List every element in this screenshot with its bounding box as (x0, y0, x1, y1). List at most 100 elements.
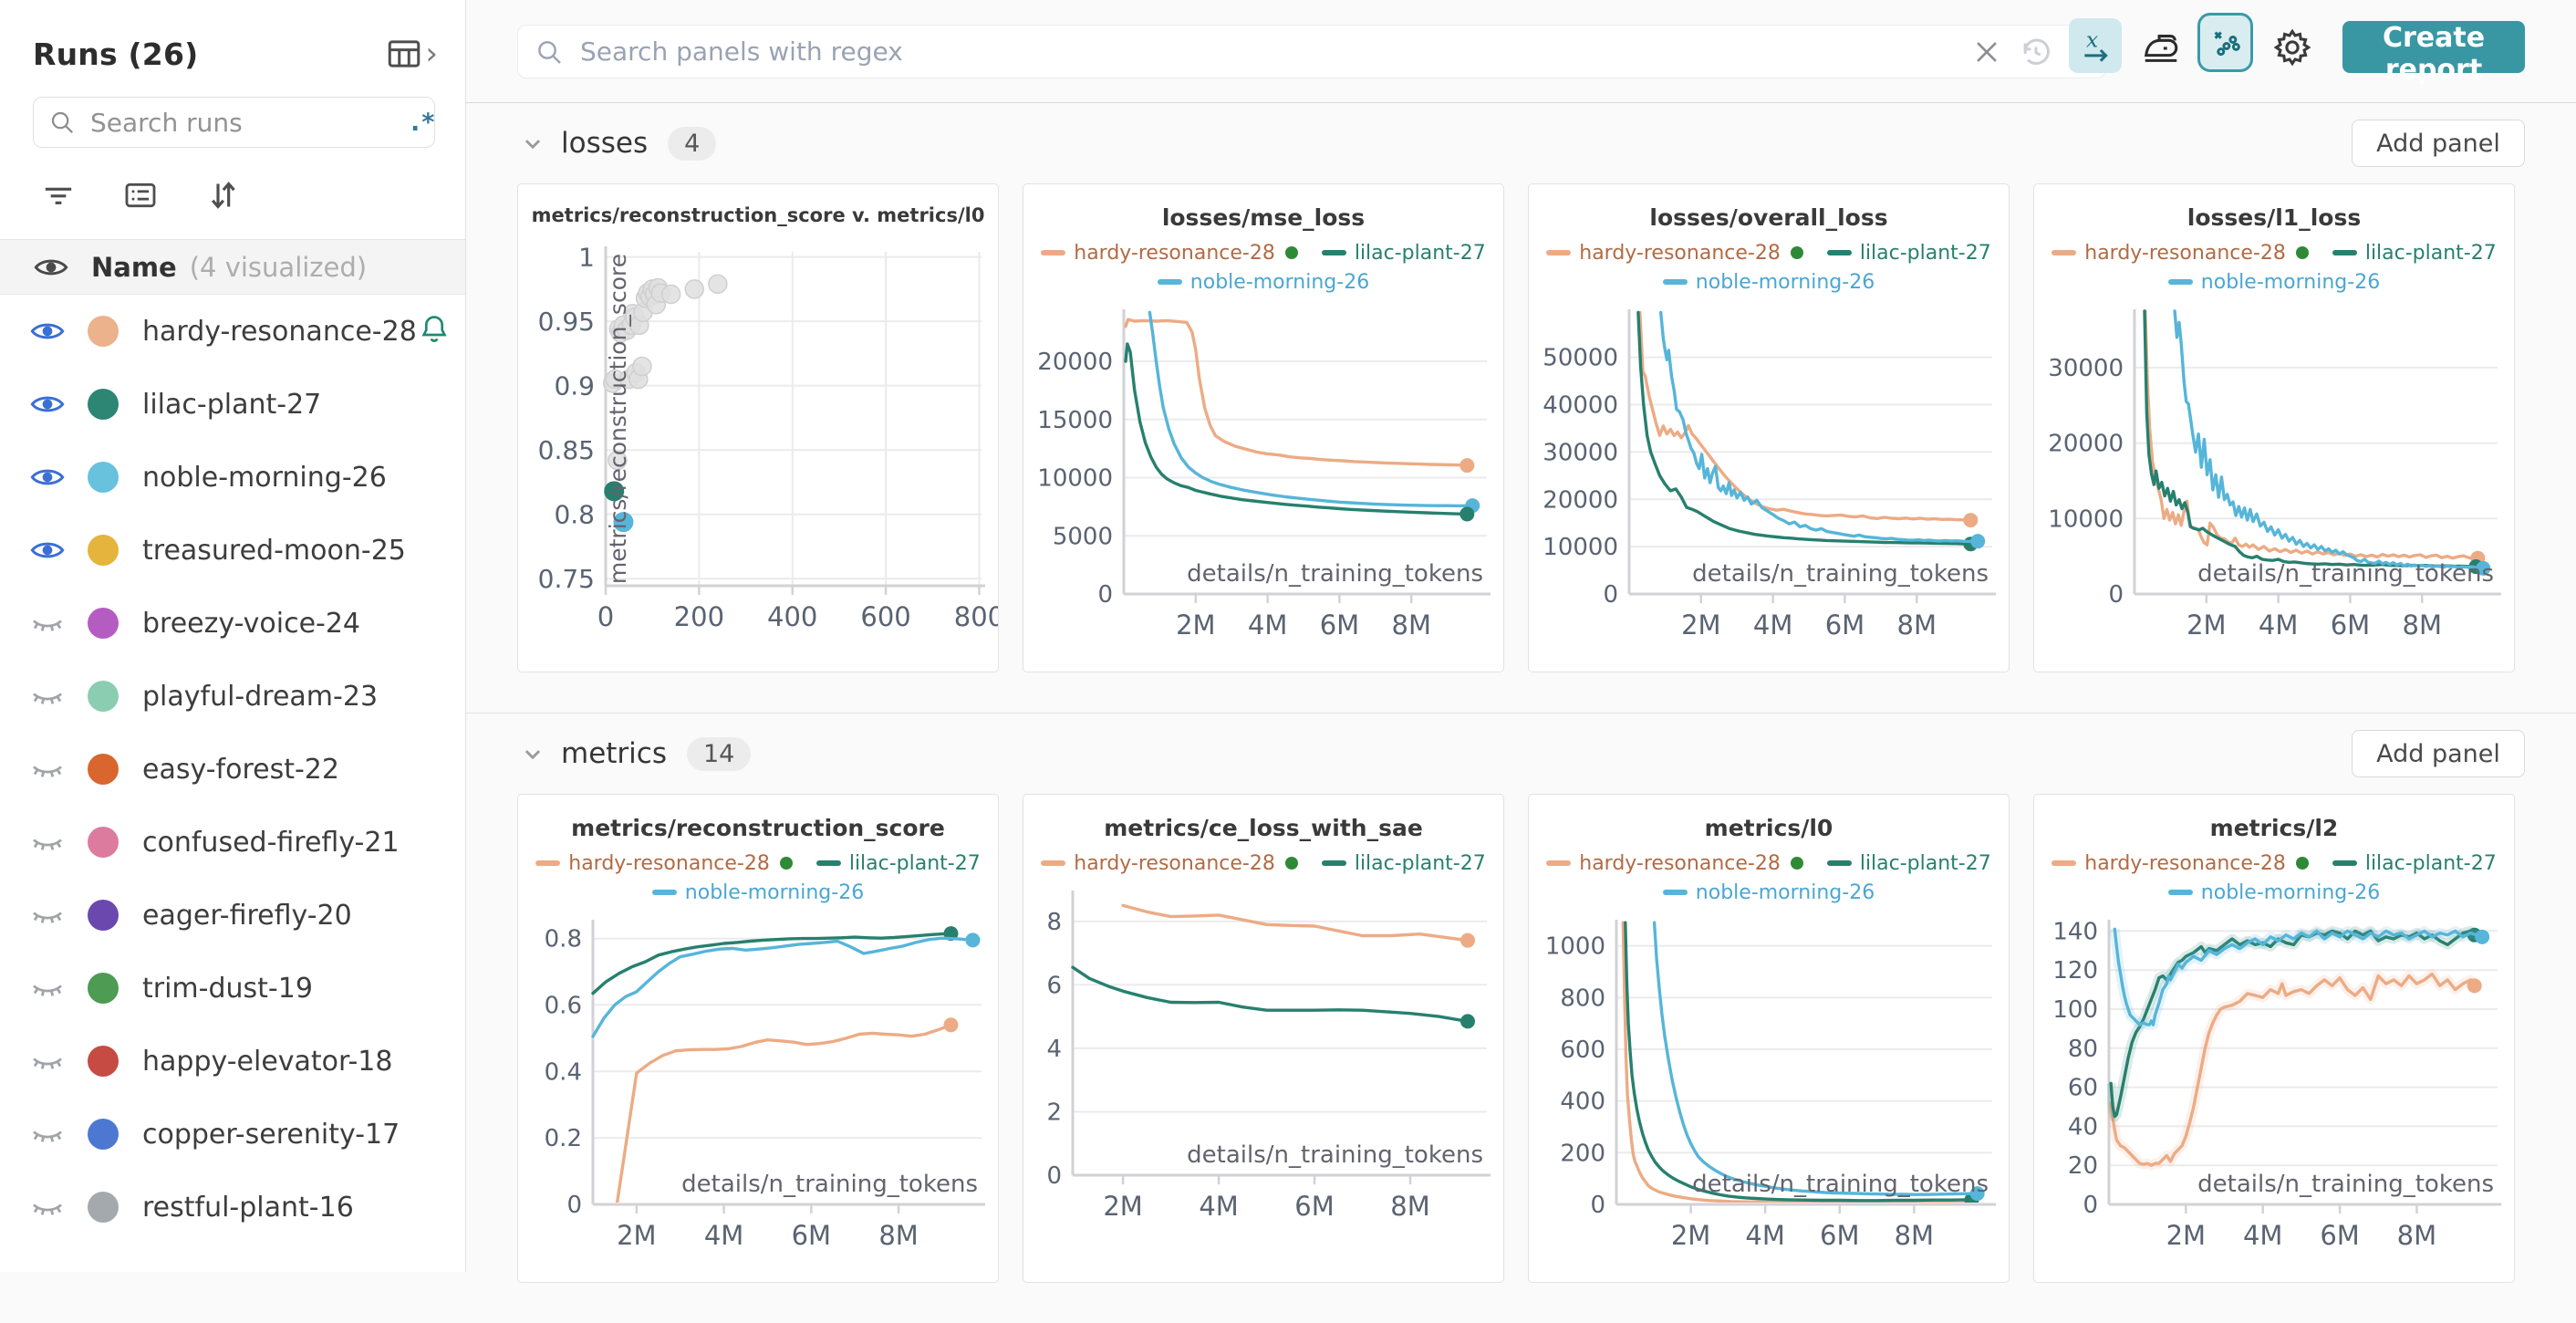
run-color-dot[interactable] (88, 535, 119, 566)
history-icon[interactable] (2015, 31, 2057, 73)
run-state-dot (1790, 857, 1803, 870)
expand-table-chevron-icon[interactable]: › (425, 36, 438, 72)
legend-item[interactable]: hardy-resonance-28 (1546, 852, 1803, 875)
run-color-dot[interactable] (88, 316, 119, 347)
legend-item[interactable]: lilac-plant-27 (1321, 852, 1486, 875)
run-color-dot[interactable] (88, 1192, 119, 1223)
create-report-button[interactable]: Create report (2342, 21, 2525, 86)
svg-text:0: 0 (2108, 581, 2124, 609)
run-row[interactable]: copper-serenity-17 (0, 1098, 465, 1171)
chart-panel-losses-l1-loss[interactable]: losses/l1_loss hardy-resonance-28 lilac-pl… (2033, 183, 2515, 672)
chart-panel-metrics-l0[interactable]: metrics/l0 hardy-resonance-28 lilac-plant-… (1528, 794, 2010, 1283)
chart-panel-metrics-reconstruction-score[interactable]: metrics/reconstruction_score hardy-resona… (517, 794, 999, 1283)
regex-toggle-icon[interactable]: .* (410, 108, 437, 137)
legend-item[interactable]: noble-morning-26 (2167, 881, 2380, 904)
eye-hidden-icon[interactable] (29, 1043, 66, 1079)
legend-item[interactable]: lilac-plant-27 (2332, 242, 2497, 265)
run-color-dot[interactable] (88, 389, 119, 420)
eye-visible-icon[interactable] (29, 532, 66, 568)
chart-panel-metrics-l2[interactable]: metrics/l2 hardy-resonance-28 lilac-plant-… (2033, 794, 2515, 1283)
section-collapse-chevron-icon[interactable] (517, 738, 548, 769)
filter-icon[interactable] (40, 177, 77, 214)
chart-panel-metrics-reconstruction-score-v-metrics-l0[interactable]: metrics/reconstruction_score v. metrics/… (517, 183, 999, 672)
run-color-dot[interactable] (88, 754, 119, 785)
legend-item[interactable]: lilac-plant-27 (1321, 242, 1486, 265)
legend-item[interactable]: noble-morning-26 (1662, 271, 1875, 294)
run-row[interactable]: happy-elevator-18 (0, 1025, 465, 1098)
chart-canvas[interactable]: 0 20 40 60 80 100 120 140 2M 4M 6M 8M details/n_trai… (2034, 916, 2515, 1274)
run-color-dot[interactable] (88, 1046, 119, 1077)
chart-canvas[interactable]: 0 10000 20000 30000 40000 50000 2M 4M 6M 8M detail… (1529, 306, 2010, 663)
sort-icon[interactable] (204, 177, 241, 214)
run-row[interactable]: hardy-resonance-28 (0, 295, 465, 368)
panel-legend: hardy-resonance-28 lilac-plant-27 noble-mo… (1023, 238, 1503, 297)
run-row[interactable]: trim-dust-19 (0, 952, 465, 1025)
eye-hidden-icon[interactable] (29, 970, 66, 1006)
eye-hidden-icon[interactable] (29, 824, 66, 860)
run-row[interactable]: playful-dream-23 (0, 660, 465, 733)
panel-search-input[interactable] (578, 36, 2089, 68)
eye-visible-icon[interactable] (29, 386, 66, 422)
run-row[interactable]: confused-firefly-21 (0, 806, 465, 879)
legend-item[interactable]: lilac-plant-27 (1826, 242, 1991, 265)
run-row[interactable]: lilac-plant-27 (0, 368, 465, 441)
smoothing-iron-icon[interactable] (2137, 24, 2185, 71)
run-row[interactable]: treasured-moon-25 (0, 514, 465, 587)
chart-canvas[interactable]: 0 0.2 0.4 0.6 0.8 2M 4M 6M 8M details/n_training_… (518, 916, 999, 1274)
run-color-dot[interactable] (88, 827, 119, 858)
eye-hidden-icon[interactable] (29, 605, 66, 641)
x-axis-settings-button[interactable]: x (2069, 18, 2122, 73)
clear-search-icon[interactable] (1966, 31, 2008, 73)
legend-item[interactable]: hardy-resonance-28 (1041, 852, 1298, 875)
legend-run-name: noble-morning-26 (1189, 270, 1370, 294)
runs-list-header[interactable]: Name (4 visualized) (0, 240, 465, 295)
run-row[interactable]: restful-plant-16 (0, 1171, 465, 1244)
runs-table-icon[interactable] (385, 35, 423, 73)
run-color-dot[interactable] (88, 973, 119, 1004)
run-alert-bell-icon[interactable] (417, 312, 452, 350)
eye-hidden-icon[interactable] (29, 1116, 66, 1152)
full-fidelity-scatter-button[interactable] (2197, 13, 2253, 72)
runs-search-input[interactable] (88, 106, 410, 139)
chart-canvas[interactable]: 0 10000 20000 30000 2M 4M 6M 8M details/n_traini… (2034, 306, 2515, 663)
chart-panel-metrics-ce-loss-with-sae[interactable]: metrics/ce_loss_with_sae hardy-resonance-… (1023, 794, 1504, 1283)
chart-canvas[interactable]: 0 200 400 600 800 1000 2M 4M 6M 8M details/n_train… (1529, 916, 2010, 1274)
chart-panel-losses-mse-loss[interactable]: losses/mse_loss hardy-resonance-28 lilac-p… (1023, 183, 1504, 672)
legend-item[interactable]: hardy-resonance-28 (1041, 242, 1298, 265)
add-panel-button[interactable]: Add panel (2352, 730, 2525, 777)
run-color-dot[interactable] (88, 462, 119, 493)
chart-canvas[interactable]: 0.75 0.8 0.85 0.9 0.95 1 0 200 400 600 800 metrics/… (518, 241, 999, 653)
add-panel-button[interactable]: Add panel (2352, 120, 2525, 167)
run-row[interactable]: eager-firefly-20 (0, 879, 465, 952)
run-row[interactable]: breezy-voice-24 (0, 587, 465, 660)
eye-hidden-icon[interactable] (29, 678, 66, 714)
legend-item[interactable]: noble-morning-26 (2167, 271, 2380, 294)
run-color-dot[interactable] (88, 681, 119, 712)
legend-item[interactable]: hardy-resonance-28 (1546, 242, 1803, 265)
eye-visible-icon[interactable] (29, 313, 66, 349)
eye-hidden-icon[interactable] (29, 751, 66, 787)
legend-item[interactable]: hardy-resonance-28 (2051, 852, 2309, 875)
legend-item[interactable]: noble-morning-26 (651, 881, 864, 904)
run-color-dot[interactable] (88, 900, 119, 931)
chart-canvas[interactable]: 0 5000 10000 15000 20000 2M 4M 6M 8M details/n_tr… (1023, 306, 1504, 663)
legend-item[interactable]: lilac-plant-27 (1826, 852, 1991, 875)
legend-item[interactable]: hardy-resonance-28 (535, 852, 793, 875)
run-row[interactable]: noble-morning-26 (0, 441, 465, 514)
chart-canvas[interactable]: 0 2 4 6 8 2M 4M 6M 8M details/n_training_tokens (1023, 887, 1504, 1245)
legend-item[interactable]: lilac-plant-27 (815, 852, 981, 875)
eye-visible-icon[interactable] (29, 459, 66, 495)
legend-item[interactable]: lilac-plant-27 (2332, 852, 2497, 875)
settings-gear-icon[interactable] (2267, 22, 2318, 73)
run-color-dot[interactable] (88, 1119, 119, 1150)
group-list-icon[interactable] (122, 177, 159, 214)
eye-hidden-icon[interactable] (29, 897, 66, 933)
legend-item[interactable]: noble-morning-26 (1662, 881, 1875, 904)
legend-item[interactable]: hardy-resonance-28 (2051, 242, 2309, 265)
chart-panel-losses-overall-loss[interactable]: losses/overall_loss hardy-resonance-28 lil… (1528, 183, 2010, 672)
legend-item[interactable]: noble-morning-26 (1157, 270, 1370, 294)
eye-hidden-icon[interactable] (29, 1189, 66, 1225)
run-row[interactable]: easy-forest-22 (0, 733, 465, 806)
run-color-dot[interactable] (88, 608, 119, 639)
section-collapse-chevron-icon[interactable] (517, 128, 548, 159)
